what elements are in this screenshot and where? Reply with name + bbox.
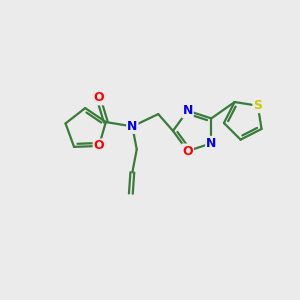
Text: O: O (94, 140, 104, 152)
Text: O: O (93, 92, 104, 104)
Text: N: N (127, 120, 137, 133)
Text: N: N (206, 137, 217, 150)
Text: S: S (254, 99, 262, 112)
Text: O: O (182, 145, 193, 158)
Text: N: N (182, 104, 193, 117)
